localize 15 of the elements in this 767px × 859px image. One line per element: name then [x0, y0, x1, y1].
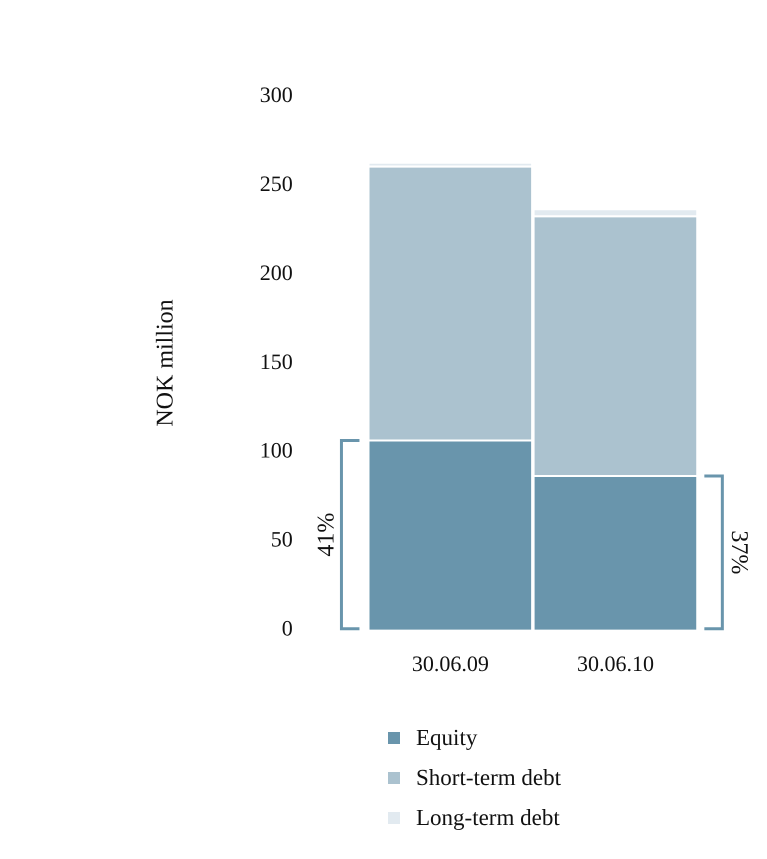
y-tick-label: 0	[282, 616, 293, 641]
y-tick-label: 50	[270, 526, 293, 552]
y-tick-label: 300	[260, 82, 293, 107]
text: 41%	[314, 512, 340, 557]
x-tick-label: 30.06.10	[576, 650, 654, 676]
legend-label: Short-term debt	[416, 765, 561, 791]
text: 37%	[726, 530, 752, 574]
y-tick-label: 100	[260, 438, 293, 463]
y-tick-label: 200	[260, 260, 293, 285]
y-tick-label: 250	[260, 170, 293, 196]
y-axis-title: NOK million	[152, 299, 179, 427]
legend-label: Long-term debt	[416, 805, 560, 831]
y-tick-label: 150	[260, 348, 293, 374]
legend-label: Equity	[416, 725, 478, 751]
x-tick-label: 30.06.09	[412, 650, 489, 676]
